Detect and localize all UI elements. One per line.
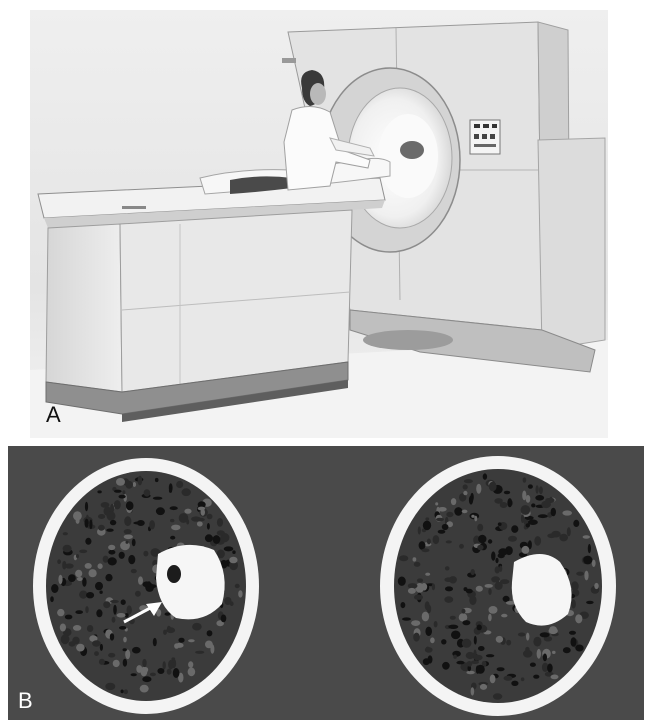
ct-scanner-photo: [30, 10, 608, 438]
ct-slice-images: [8, 446, 644, 720]
ct-slice-right: [380, 456, 616, 716]
panel-label-a: A: [46, 402, 61, 427]
operator: [283, 70, 375, 191]
ct-slice-images-panel: B: [8, 446, 644, 720]
lesion-left: [156, 544, 225, 620]
ct-gantry: [282, 21, 606, 373]
patient-couch: [37, 177, 386, 422]
lesion-right: [511, 554, 572, 626]
ct-slice-left: [33, 458, 259, 714]
panel-label-b: B: [18, 688, 33, 713]
arrow-icon: [123, 602, 162, 624]
ct-scanner-photo-panel: A: [30, 10, 608, 438]
